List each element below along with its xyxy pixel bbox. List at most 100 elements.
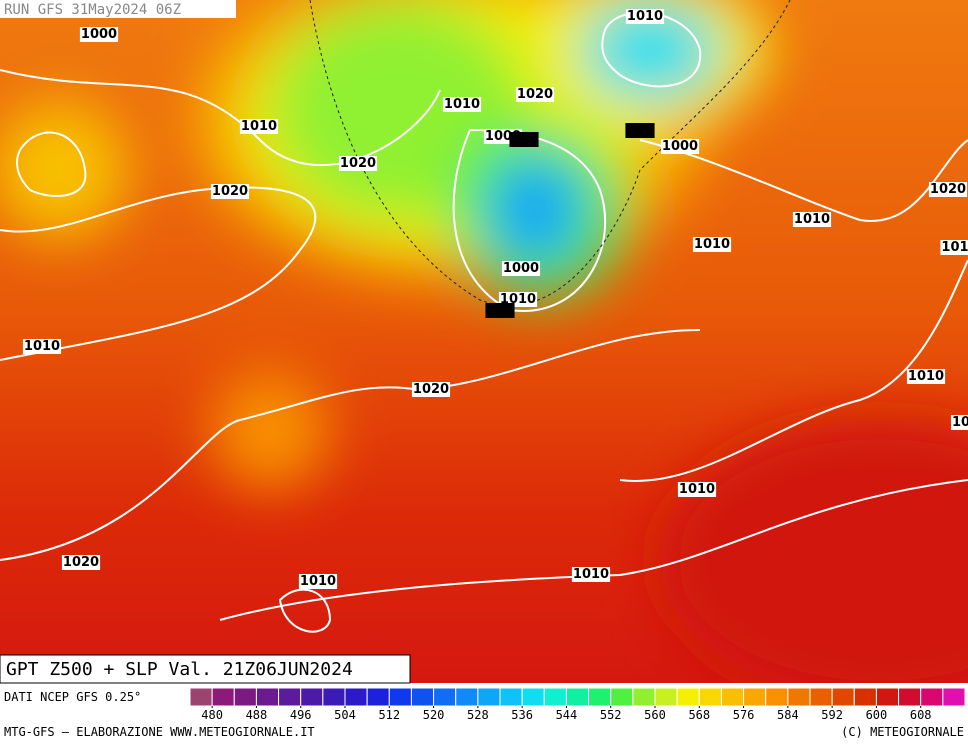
- colorbar-label: 544: [556, 708, 578, 722]
- colorbar-label: 608: [910, 708, 932, 722]
- colorbar-cell: [499, 687, 523, 707]
- colorbar-cell: [610, 687, 634, 707]
- isobar-box: [338, 156, 378, 171]
- colorbar-cell: [698, 687, 722, 707]
- isobar-box: [210, 184, 250, 199]
- isobar-box: [61, 555, 101, 570]
- isobar-box: [298, 574, 338, 589]
- isobar-label: 1000: [662, 139, 698, 154]
- isobar-box: [906, 369, 946, 384]
- isobar-label: 1010: [679, 482, 715, 497]
- colorbar-cell: [853, 687, 877, 707]
- run-label: RUN GFS 31May2024 06Z: [4, 2, 181, 18]
- contour-box: [485, 303, 515, 318]
- contour-box: [625, 123, 655, 138]
- isobar-box: [928, 182, 968, 197]
- colorbar-cell: [455, 687, 479, 707]
- isobar-box: [950, 415, 968, 430]
- isobar-label: 1010: [794, 212, 830, 227]
- isobar-label: 1010: [241, 119, 277, 134]
- colorbar-cell: [588, 687, 612, 707]
- colorbar-cell: [255, 687, 280, 707]
- isobar-box: [625, 9, 665, 24]
- isobar-box: [515, 87, 555, 102]
- colorbar-cell: [720, 687, 745, 707]
- colorbar-cell: [787, 687, 811, 707]
- isobar-label: 1020: [517, 87, 553, 102]
- source: DATI NCEP GFS 0.25°: [4, 690, 141, 704]
- colorbar-cell: [565, 687, 590, 707]
- colorbar-label: 552: [600, 708, 622, 722]
- isobar-label: 1010: [444, 97, 480, 112]
- isobar-label: 1020: [63, 555, 99, 570]
- colorbar-label: 584: [777, 708, 799, 722]
- isobar-label: 1010: [694, 237, 730, 252]
- isobar-box: [792, 212, 832, 227]
- colorbar-cell: [543, 687, 567, 707]
- colorbar-cell: [765, 687, 789, 707]
- colorbar-label: 480: [201, 708, 223, 722]
- colorbar-label: 520: [423, 708, 445, 722]
- isobar-box: [660, 139, 700, 154]
- colorbar-cell: [654, 687, 678, 707]
- colorbar-cell: [920, 687, 944, 707]
- colorbar-cell: [211, 687, 235, 707]
- colorbar-label: 560: [644, 708, 666, 722]
- isobar-label: 1010: [908, 369, 944, 384]
- colorbar-label: 504: [334, 708, 356, 722]
- colorbar-cell: [300, 687, 324, 707]
- colorbar-cell: [366, 687, 390, 707]
- isobar-box: [79, 27, 119, 42]
- colorbar-cell: [278, 687, 302, 707]
- isobar-box: [501, 261, 541, 276]
- colorbar-label: 496: [290, 708, 312, 722]
- isobar-label: 1020: [930, 182, 966, 197]
- isobar-labels: 1000 1010 1020 1010 1010 552 1000 1000 552 1020 10…: [22, 9, 968, 589]
- colorbar-label: 600: [866, 708, 888, 722]
- isobar-label: 552: [486, 303, 513, 318]
- colorbar-label: 512: [378, 708, 400, 722]
- colorbar-label: 592: [821, 708, 843, 722]
- colorbar-cell: [875, 687, 900, 707]
- colorbar-cell: [942, 687, 966, 707]
- isobar-box: [411, 382, 451, 397]
- colorbar-cell: [831, 687, 855, 707]
- isobar-box: [239, 119, 279, 134]
- isobar-label: 101: [941, 240, 968, 255]
- colorbar-cell: [676, 687, 700, 707]
- isobar-box: [940, 240, 968, 255]
- isobar-box: [442, 97, 482, 112]
- colorbar-cell: [344, 687, 368, 707]
- isobar-label: 1000: [503, 261, 539, 276]
- colorbar-cell: [743, 687, 767, 707]
- isobar-label: 1010: [300, 574, 336, 589]
- copyright: (C) METEOGIORNALE: [841, 725, 964, 739]
- colorbar-cell: [410, 687, 435, 707]
- isobar-label: 1020: [413, 382, 449, 397]
- colorbar-cell: [233, 687, 257, 707]
- isobar-box: [692, 237, 732, 252]
- isobar-label: 1010: [573, 567, 609, 582]
- colorbar-cell: [322, 687, 346, 707]
- credit: MTG-GFS — ELABORAZIONE WWW.METEOGIORNALE…: [4, 725, 315, 739]
- colorbar-cell: [898, 687, 922, 707]
- colorbar-cell: [521, 687, 545, 707]
- header-box: [0, 0, 236, 18]
- isobar-box: [22, 339, 62, 354]
- isobar-label: 552: [510, 132, 537, 147]
- colorbar-cell: [477, 687, 501, 707]
- colorbar-cell: [388, 687, 412, 707]
- map-title: GPT Z500 + SLP Val. 21Z06JUN2024: [6, 659, 353, 680]
- isobar-label: 1000: [81, 27, 117, 42]
- colorbar-cell: [632, 687, 656, 707]
- isobar-label: 552: [626, 123, 653, 138]
- colorbar-label: 576: [733, 708, 755, 722]
- colorbar-cell: [433, 687, 457, 707]
- colorbar-label: 568: [688, 708, 710, 722]
- isobar-label: 1010: [627, 9, 663, 24]
- contour-box: [509, 132, 539, 147]
- colorbar-cell: [189, 687, 213, 707]
- map: [0, 0, 968, 683]
- isobar-label: 1020: [340, 156, 376, 171]
